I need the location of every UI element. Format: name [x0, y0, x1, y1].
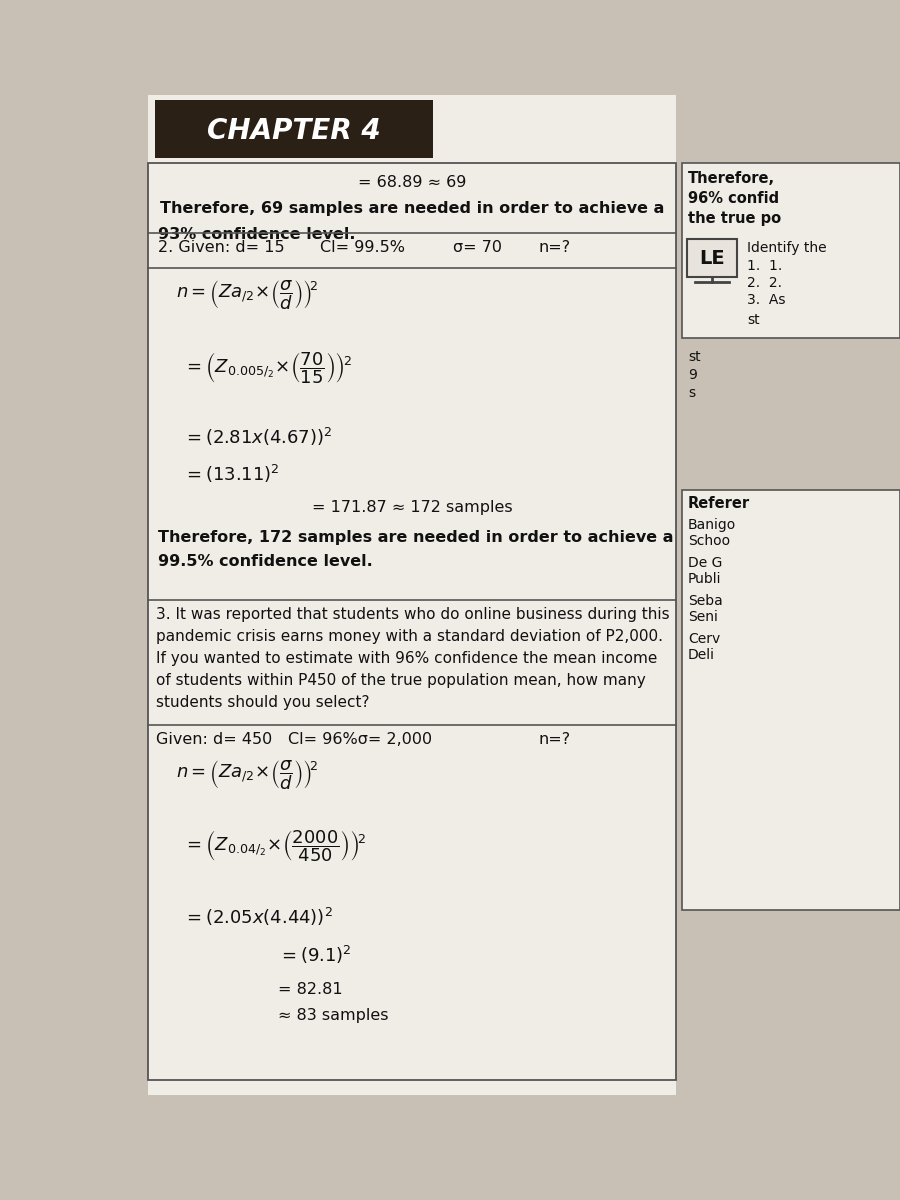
- Text: $= \left(2.81x(4.67)\right)^{2}$: $= \left(2.81x(4.67)\right)^{2}$: [183, 426, 332, 448]
- Text: Seba: Seba: [688, 594, 723, 608]
- Text: Identify the: Identify the: [747, 241, 826, 254]
- Bar: [687, 239, 737, 277]
- Text: CHAPTER 4: CHAPTER 4: [207, 116, 381, 145]
- Text: 2.  2.: 2. 2.: [747, 276, 782, 290]
- Text: $= \left(2.05x(4.44)\right)^{2}$: $= \left(2.05x(4.44)\right)^{2}$: [183, 906, 333, 928]
- Text: st: st: [688, 350, 700, 364]
- Text: Seni: Seni: [688, 610, 718, 624]
- Bar: [155, 100, 433, 158]
- Text: st: st: [747, 313, 760, 326]
- Text: Deli: Deli: [688, 648, 715, 662]
- Text: Publi: Publi: [688, 572, 722, 586]
- Text: 3.  As: 3. As: [747, 293, 786, 307]
- Text: 2. Given: d= 15: 2. Given: d= 15: [158, 240, 284, 254]
- Text: $= \left(13.11\right)^{2}$: $= \left(13.11\right)^{2}$: [183, 463, 280, 485]
- Bar: [682, 163, 900, 338]
- Text: pandemic crisis earns money with a standard deviation of P2,000.: pandemic crisis earns money with a stand…: [156, 629, 663, 644]
- Text: Cl= 99.5%: Cl= 99.5%: [320, 240, 405, 254]
- Text: Given: d= 450: Given: d= 450: [156, 732, 272, 746]
- Text: Therefore, 69 samples are needed in order to achieve a: Therefore, 69 samples are needed in orde…: [160, 200, 664, 216]
- Text: $= \left(9.1\right)^{2}$: $= \left(9.1\right)^{2}$: [278, 944, 352, 966]
- Text: Therefore,: Therefore,: [688, 170, 775, 186]
- Text: 99.5% confidence level.: 99.5% confidence level.: [158, 554, 373, 569]
- Text: 9: 9: [688, 368, 697, 382]
- Text: ≈ 83 samples: ≈ 83 samples: [278, 1008, 389, 1022]
- Text: $n = \left(Za_{/2}\!\times\!\left(\dfrac{\sigma}{d}\right)\right)^{\!2}$: $n = \left(Za_{/2}\!\times\!\left(\dfrac…: [176, 278, 319, 312]
- Text: $= \left(Z_{0.04/_{2}}\!\times\!\left(\dfrac{2000}{450}\right)\right)^{\!2}$: $= \left(Z_{0.04/_{2}}\!\times\!\left(\d…: [183, 828, 366, 864]
- Text: Referer: Referer: [688, 496, 750, 511]
- Bar: [148, 163, 676, 1080]
- Text: $= \left(Z_{0.005/_{2}}\!\times\!\left(\dfrac{70}{15}\right)\right)^{\!2}$: $= \left(Z_{0.005/_{2}}\!\times\!\left(\…: [183, 350, 352, 385]
- Text: 93% confidence level.: 93% confidence level.: [158, 227, 356, 242]
- Text: s: s: [688, 386, 695, 400]
- Text: Cerv: Cerv: [688, 632, 720, 646]
- Text: n=?: n=?: [538, 240, 570, 254]
- Text: LE: LE: [699, 248, 725, 268]
- Text: De G: De G: [688, 556, 723, 570]
- Text: Banigo: Banigo: [688, 518, 736, 532]
- Text: Therefore, 172 samples are needed in order to achieve a: Therefore, 172 samples are needed in ord…: [158, 530, 673, 545]
- Text: σ= 70: σ= 70: [453, 240, 502, 254]
- Bar: [148, 95, 676, 1094]
- Text: 3. It was reported that students who do online business during this: 3. It was reported that students who do …: [156, 607, 670, 622]
- Text: of students within P450 of the true population mean, how many: of students within P450 of the true popu…: [156, 673, 646, 688]
- Bar: [682, 490, 900, 910]
- Text: n=?: n=?: [538, 732, 570, 746]
- Text: the true po: the true po: [688, 211, 781, 226]
- Text: = 82.81: = 82.81: [278, 982, 343, 997]
- Text: If you wanted to estimate with 96% confidence the mean income: If you wanted to estimate with 96% confi…: [156, 650, 657, 666]
- Text: $n = \left(Za_{/2}\!\times\!\left(\dfrac{\sigma}{d}\right)\right)^{\!2}$: $n = \left(Za_{/2}\!\times\!\left(\dfrac…: [176, 758, 319, 792]
- Text: Schoo: Schoo: [688, 534, 730, 548]
- Text: 96% confid: 96% confid: [688, 191, 779, 206]
- Text: Cl= 96%σ= 2,000: Cl= 96%σ= 2,000: [288, 732, 432, 746]
- Text: students should you select?: students should you select?: [156, 695, 370, 710]
- Text: = 68.89 ≈ 69: = 68.89 ≈ 69: [358, 175, 466, 190]
- Text: = 171.87 ≈ 172 samples: = 171.87 ≈ 172 samples: [311, 500, 512, 515]
- Text: 1.  1.: 1. 1.: [747, 259, 782, 272]
